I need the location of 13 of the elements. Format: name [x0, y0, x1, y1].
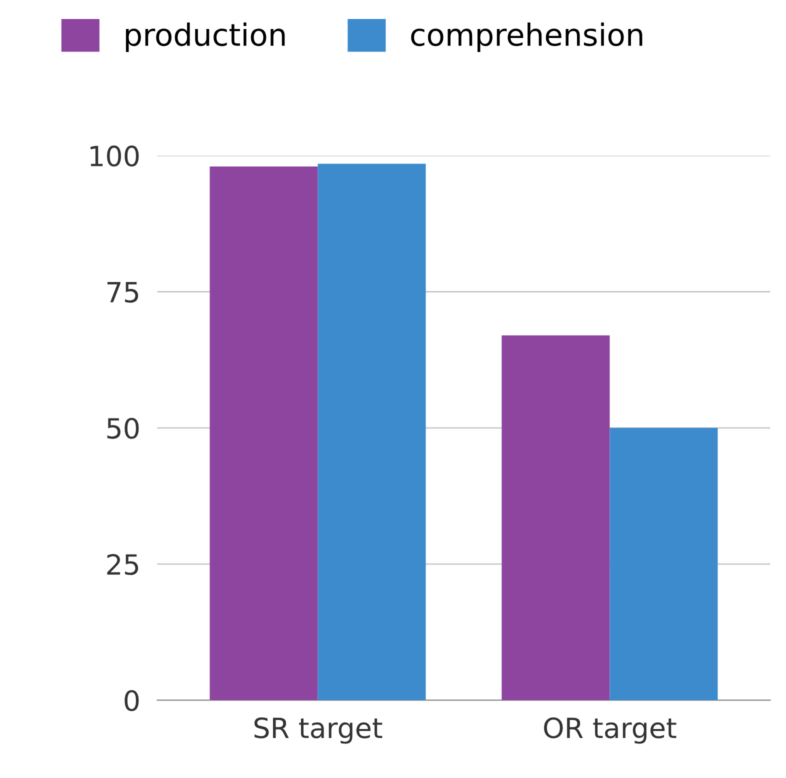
bar [610, 428, 718, 700]
bar [502, 335, 610, 700]
y-tick-label: 25 [107, 554, 138, 575]
bar [318, 164, 426, 700]
y-tick-label: 75 [107, 282, 138, 303]
y-tick-label: 0 [124, 690, 139, 712]
legend-label: comprehension [411, 22, 642, 52]
x-tick-label: OR target [544, 717, 676, 744]
x-tick-label: SR target [254, 717, 382, 744]
y-tick-label: 100 [90, 146, 139, 167]
bar [210, 166, 318, 700]
y-tick-label: 50 [107, 418, 139, 439]
legend-label: production [126, 22, 285, 52]
